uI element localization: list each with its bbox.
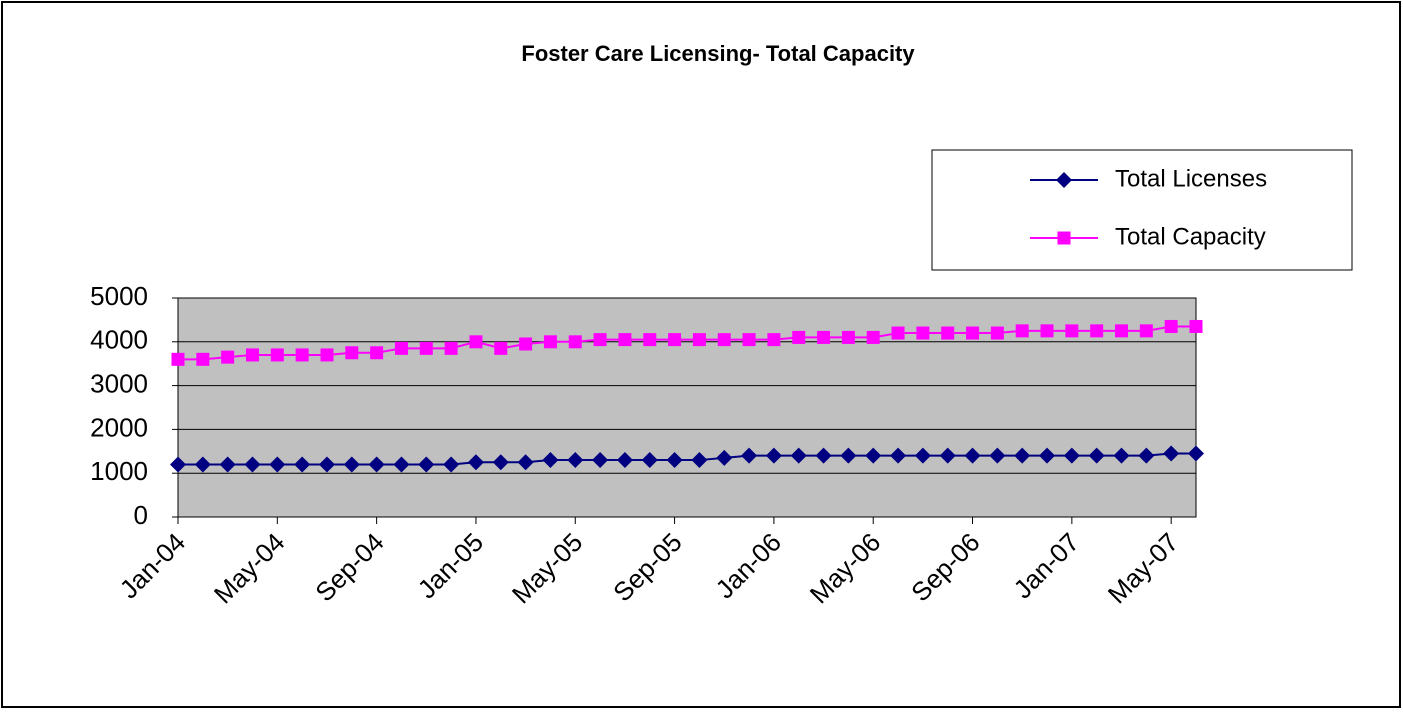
marker xyxy=(618,333,632,347)
marker xyxy=(1056,172,1072,188)
marker xyxy=(767,333,781,347)
marker xyxy=(1090,324,1104,338)
marker xyxy=(444,341,458,355)
marker xyxy=(1014,447,1031,464)
marker xyxy=(467,454,484,471)
marker xyxy=(815,447,832,464)
y-tick-label: 4000 xyxy=(90,325,148,355)
marker xyxy=(370,346,384,360)
marker xyxy=(568,335,582,349)
marker xyxy=(916,326,930,340)
marker xyxy=(1163,445,1180,462)
marker xyxy=(1164,319,1178,333)
marker xyxy=(643,333,657,347)
marker xyxy=(716,449,733,466)
marker xyxy=(270,348,284,362)
marker xyxy=(841,330,855,344)
marker xyxy=(616,452,633,469)
legend-label: Total Capacity xyxy=(1115,223,1266,250)
marker xyxy=(890,447,907,464)
marker xyxy=(542,452,559,469)
marker xyxy=(641,452,658,469)
marker xyxy=(717,333,731,347)
marker xyxy=(593,333,607,347)
marker xyxy=(742,333,756,347)
marker xyxy=(939,447,956,464)
marker xyxy=(668,333,682,347)
legend-label: Total Licenses xyxy=(1115,165,1267,192)
marker xyxy=(1139,324,1153,338)
marker xyxy=(1088,447,1105,464)
marker xyxy=(320,348,334,362)
marker xyxy=(393,456,410,473)
marker xyxy=(1063,447,1080,464)
marker xyxy=(666,452,683,469)
marker xyxy=(219,456,236,473)
marker xyxy=(817,330,831,344)
marker xyxy=(1065,324,1079,338)
marker xyxy=(494,341,508,355)
marker xyxy=(1113,447,1130,464)
marker xyxy=(1189,319,1203,333)
y-tick-label: 5000 xyxy=(90,281,148,311)
legend-box xyxy=(931,149,1353,271)
marker xyxy=(345,346,359,360)
marker xyxy=(1057,231,1071,245)
marker xyxy=(368,456,385,473)
marker xyxy=(418,456,435,473)
marker xyxy=(866,330,880,344)
marker xyxy=(1188,445,1204,462)
marker xyxy=(269,456,286,473)
marker xyxy=(741,447,758,464)
y-tick-label: 0 xyxy=(134,500,148,530)
marker xyxy=(170,456,186,473)
marker xyxy=(294,456,311,473)
marker xyxy=(964,447,981,464)
marker xyxy=(966,326,980,340)
marker xyxy=(592,452,609,469)
marker xyxy=(245,348,259,362)
marker xyxy=(765,447,782,464)
y-tick-label: 3000 xyxy=(90,368,148,398)
marker xyxy=(1115,324,1129,338)
marker xyxy=(990,326,1004,340)
marker xyxy=(1040,324,1054,338)
marker xyxy=(221,350,235,364)
y-tick-label: 2000 xyxy=(90,412,148,442)
marker xyxy=(318,456,335,473)
marker xyxy=(543,335,557,349)
marker xyxy=(492,454,509,471)
marker xyxy=(196,352,210,366)
marker xyxy=(295,348,309,362)
plot-border xyxy=(177,297,1197,518)
marker xyxy=(519,337,533,351)
marker xyxy=(790,447,807,464)
marker xyxy=(517,454,534,471)
marker xyxy=(171,352,185,366)
marker xyxy=(840,447,857,464)
marker xyxy=(1138,447,1155,464)
marker xyxy=(691,452,708,469)
marker xyxy=(443,456,460,473)
marker xyxy=(891,326,905,340)
marker xyxy=(914,447,931,464)
y-tick-label: 1000 xyxy=(90,456,148,486)
marker xyxy=(567,452,584,469)
marker xyxy=(343,456,360,473)
marker xyxy=(989,447,1006,464)
marker xyxy=(865,447,882,464)
marker xyxy=(1015,324,1029,338)
marker xyxy=(692,333,706,347)
marker xyxy=(1039,447,1056,464)
marker xyxy=(941,326,955,340)
chart-title: Foster Care Licensing- Total Capacity xyxy=(521,41,915,66)
marker xyxy=(419,341,433,355)
marker xyxy=(792,330,806,344)
marker xyxy=(394,341,408,355)
marker xyxy=(469,335,483,349)
marker xyxy=(194,456,211,473)
marker xyxy=(244,456,261,473)
